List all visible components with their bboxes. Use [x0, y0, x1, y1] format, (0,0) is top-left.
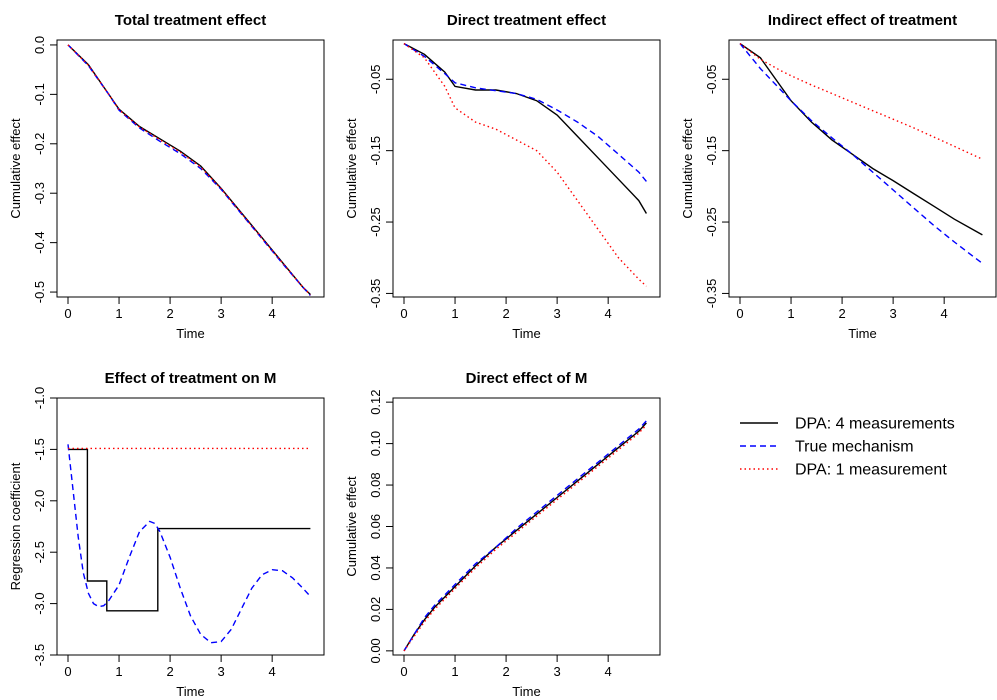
panel-1: Total treatment effect 0 1 2 3 4 Time 0.0 -0.1 -0…: [8, 12, 325, 341]
y-axis-label: Cumulative effect: [344, 476, 359, 577]
y-tick-label: -1.5: [32, 438, 47, 460]
chart-title: Total treatment effect: [115, 12, 266, 29]
plot-frame: [392, 39, 661, 298]
y-tick-label: 0.12: [368, 389, 383, 414]
y-tick-label: -3.0: [32, 592, 47, 614]
x-tick-label: 4: [941, 306, 948, 321]
y-axis-label: Regression coefficient: [8, 462, 23, 590]
y-tick-label: 0.10: [368, 431, 383, 456]
x-tick-label: 3: [554, 664, 561, 679]
x-tick-label: 0: [64, 306, 71, 321]
y-tick-label: -0.35: [368, 279, 383, 309]
y-tick-label: -1.0: [32, 387, 47, 409]
y-tick-label: -0.35: [704, 279, 719, 309]
y-tick-label: 0.04: [368, 555, 383, 580]
panel-2: Direct treatment effect 0 1 2 3 4 Time -0.05 -0.…: [344, 12, 661, 341]
y-tick-label: -0.2: [32, 133, 47, 155]
x-tick-label: 1: [787, 306, 794, 321]
y-tick-label: -2.5: [32, 541, 47, 563]
x-tick-label: 1: [115, 306, 122, 321]
x-tick-label: 3: [890, 306, 897, 321]
y-tick-label: 0.02: [368, 597, 383, 622]
y-axis-label: Cumulative effect: [8, 118, 23, 219]
x-tick-label: 3: [554, 306, 561, 321]
x-tick-label: 3: [218, 664, 225, 679]
legend-label: True mechanism: [795, 439, 914, 456]
y-tick-label: -0.1: [32, 83, 47, 105]
x-tick-label: 4: [269, 306, 276, 321]
series-line: [67, 444, 311, 644]
y-tick-label: -0.15: [704, 136, 719, 166]
series-line: [403, 43, 647, 287]
x-axis-label: Time: [176, 326, 204, 341]
y-tick-label: -0.25: [704, 207, 719, 237]
series-line: [403, 424, 647, 652]
series-line: [403, 422, 647, 652]
series-line: [67, 44, 311, 296]
x-tick-label: 0: [400, 664, 407, 679]
y-tick-label: 0.08: [368, 472, 383, 497]
x-axis-label: Time: [512, 684, 540, 699]
panel-3: Indirect effect of treatment 0 1 2 3 4 Time -0.…: [680, 12, 997, 341]
x-tick-label: 1: [451, 664, 458, 679]
chart-title: Direct treatment effect: [447, 12, 606, 29]
y-tick-label: -0.15: [368, 136, 383, 166]
y-tick-label: -0.25: [368, 207, 383, 237]
legend-label: DPA: 4 measurements: [795, 416, 955, 433]
panel-5: Direct effect of M 0 1 2 3 4 Time 0.00 0.02 0.04 0…: [344, 370, 661, 699]
series-line: [67, 44, 311, 296]
x-tick-label: 0: [400, 306, 407, 321]
y-axis-label: Cumulative effect: [680, 118, 695, 219]
series-line: [739, 43, 983, 264]
y-tick-label: 0.00: [368, 638, 383, 663]
chart-title: Effect of treatment on M: [105, 370, 277, 387]
y-tick-label: 0.06: [368, 514, 383, 539]
y-axis-label: Cumulative effect: [344, 118, 359, 219]
y-tick-label: -0.5: [32, 281, 47, 303]
series-line: [403, 420, 647, 652]
x-tick-label: 3: [218, 306, 225, 321]
x-tick-label: 0: [64, 664, 71, 679]
x-tick-label: 4: [269, 664, 276, 679]
series-line: [67, 44, 311, 296]
plot-frame: [56, 397, 325, 656]
legend: DPA: 4 measurements True mechanism DPA: 1 …: [740, 416, 955, 479]
x-tick-label: 2: [838, 306, 845, 321]
chart-title: Indirect effect of treatment: [768, 12, 957, 29]
x-tick-label: 2: [502, 664, 509, 679]
series-line: [739, 43, 983, 160]
x-tick-label: 4: [605, 306, 612, 321]
y-tick-label: 0.0: [32, 36, 47, 54]
plot-frame: [392, 397, 661, 656]
x-axis-label: Time: [848, 326, 876, 341]
x-tick-label: 2: [502, 306, 509, 321]
y-tick-label: -0.05: [704, 64, 719, 94]
y-tick-label: -0.4: [32, 231, 47, 253]
chart-title: Direct effect of M: [466, 370, 588, 387]
panel-4: Effect of treatment on M 0 1 2 3 4 Time -1.0 -1.…: [8, 370, 325, 699]
y-tick-label: -0.3: [32, 182, 47, 204]
y-tick-label: -3.5: [32, 644, 47, 666]
x-tick-label: 0: [736, 306, 743, 321]
x-axis-label: Time: [176, 684, 204, 699]
x-tick-label: 1: [451, 306, 458, 321]
x-tick-label: 2: [166, 306, 173, 321]
x-tick-label: 1: [115, 664, 122, 679]
series-line: [403, 43, 647, 182]
y-tick-label: -2.0: [32, 490, 47, 512]
y-tick-label: -0.05: [368, 64, 383, 94]
series-line: [68, 448, 311, 612]
legend-label: DPA: 1 measurement: [795, 462, 947, 479]
x-tick-label: 2: [166, 664, 173, 679]
x-axis-label: Time: [512, 326, 540, 341]
series-line: [739, 43, 983, 236]
x-tick-label: 4: [605, 664, 612, 679]
